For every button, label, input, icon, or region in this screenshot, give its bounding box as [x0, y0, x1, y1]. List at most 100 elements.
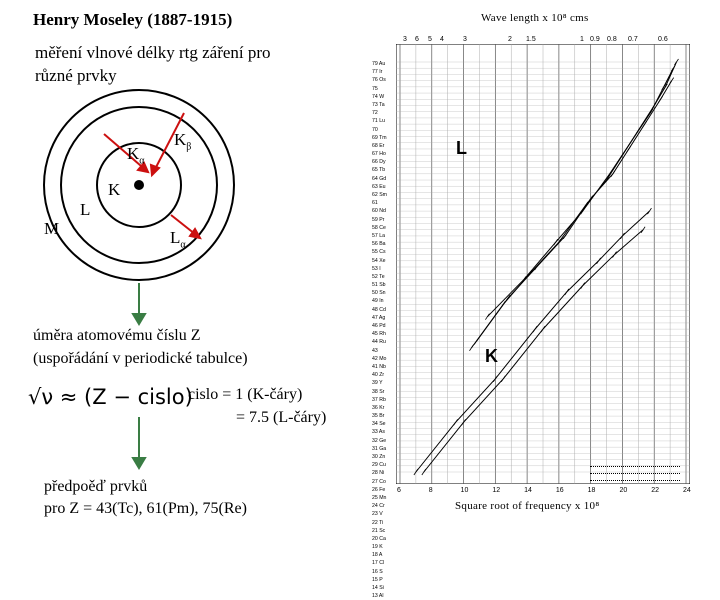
bottom-tick-label: 24	[683, 487, 691, 494]
label-k-shell: K	[108, 180, 121, 199]
element-label: 13 Al	[372, 593, 384, 600]
page-title: Henry Moseley (1887-1915)	[33, 10, 233, 29]
bottom-tick-label: 14	[524, 487, 532, 494]
element-label: 73 Ta	[372, 101, 385, 108]
element-label: 27 Co	[372, 478, 386, 485]
label-k-beta: Kβ	[174, 130, 192, 153]
element-label: 61	[372, 200, 378, 207]
series-line-0	[415, 210, 650, 473]
top-tick-label: 3	[403, 36, 407, 43]
bottom-tick-label: 16	[555, 487, 564, 494]
data-point	[493, 375, 498, 383]
element-label: 63 Eu	[372, 183, 386, 190]
element-label: 38 Sr	[372, 388, 385, 395]
top-tick-label: 2	[508, 36, 512, 43]
shell-k	[96, 142, 182, 228]
equation: √ν ≈ (Z − cislo)	[28, 385, 193, 409]
element-label: 76 Os	[372, 77, 386, 84]
data-point	[534, 263, 539, 271]
data-point	[626, 145, 632, 153]
element-label: 50 Sn	[372, 290, 386, 297]
data-point	[669, 77, 675, 84]
element-label: 25 Mn	[372, 494, 387, 501]
element-label: 71 Lu	[372, 118, 385, 125]
element-label: 42 Mo	[372, 355, 387, 362]
subtitle-line-2: různé prvky	[35, 66, 117, 85]
prediction-line-2: pro Z = 43(Tc), 61(Pm), 75(Re)	[44, 500, 247, 517]
data-point	[469, 344, 474, 351]
series-line-3	[475, 80, 673, 342]
element-label: 74 W	[372, 93, 385, 100]
proportional-line-1: úměra atomovému číslu Z	[33, 327, 201, 344]
element-label: 16 S	[372, 568, 383, 575]
top-tick-label: 3	[463, 36, 467, 43]
element-label: 45 Rh	[372, 331, 386, 338]
element-label: 23 V	[372, 511, 383, 518]
data-point	[642, 120, 648, 128]
data-point	[663, 83, 668, 91]
data-point	[674, 58, 679, 66]
label-l-shell: L	[80, 200, 91, 219]
element-label: 30 Zn	[372, 454, 386, 460]
data-point	[640, 226, 646, 233]
data-point	[607, 170, 613, 178]
bottom-tick-label: 8	[428, 487, 433, 494]
data-point	[521, 276, 527, 283]
data-point	[647, 207, 652, 215]
data-point	[453, 419, 458, 426]
element-label: 34 Se	[372, 421, 386, 428]
element-label: 32 Ge	[372, 437, 387, 444]
data-point	[532, 325, 538, 333]
element-label: 48 Cd	[372, 306, 386, 313]
chart-bottom-axis-title: Square root of frequency x 10⁸	[455, 500, 600, 512]
element-label: 65 Tb	[372, 167, 386, 174]
element-label: 19 K	[372, 544, 383, 551]
element-label: 57 La	[372, 232, 385, 239]
bottom-tick-label: 10	[460, 487, 469, 494]
element-label: 54 Xe	[372, 257, 386, 264]
data-point	[648, 108, 654, 115]
element-label: 51 Sb	[372, 282, 386, 289]
top-tick-label: 0.6	[658, 36, 668, 43]
element-label: 14 Si	[372, 585, 384, 591]
element-label: 20 Ca	[372, 535, 386, 542]
data-point	[580, 207, 586, 215]
element-label: 72	[372, 110, 378, 117]
element-label: 70	[372, 126, 378, 133]
arrowhead-k-beta	[149, 163, 161, 178]
element-label: 75	[372, 85, 378, 92]
element-label: 35 Br	[372, 413, 385, 420]
series-label-L: L	[456, 138, 467, 158]
data-point	[485, 313, 490, 320]
top-tick-label: 4	[440, 36, 444, 43]
element-label: 18 A	[372, 552, 383, 559]
data-point	[413, 468, 419, 476]
bottom-tick-label: 22	[651, 487, 660, 494]
element-label: 56 Ba	[372, 241, 386, 248]
data-point	[612, 251, 617, 258]
data-point	[540, 325, 546, 333]
element-label: 39 Y	[372, 380, 383, 387]
data-point	[670, 64, 676, 72]
data-point	[473, 338, 479, 345]
element-label: 49 In	[372, 298, 384, 305]
element-label: 68 Er	[372, 142, 385, 149]
element-label: 55 Cs	[372, 249, 386, 256]
shell-l	[60, 106, 218, 264]
arrowhead-k-alpha	[136, 161, 150, 174]
element-label: 46 Pd	[372, 323, 386, 329]
element-label: 47 Ag	[372, 314, 386, 321]
element-label: 37 Rb	[372, 396, 386, 403]
bottom-tick-label: 18	[587, 487, 596, 494]
chart-series	[413, 58, 679, 476]
transition-arrows	[103, 112, 202, 240]
data-point	[553, 238, 559, 246]
data-point	[628, 139, 633, 146]
bottom-tick-label: 12	[492, 487, 501, 494]
element-label: 36 Kr	[372, 404, 385, 411]
shell-m	[43, 89, 235, 281]
element-label: 26 Fe	[372, 486, 386, 493]
data-point	[661, 83, 667, 91]
data-point	[461, 419, 466, 426]
element-label: 58 Ce	[372, 224, 386, 231]
